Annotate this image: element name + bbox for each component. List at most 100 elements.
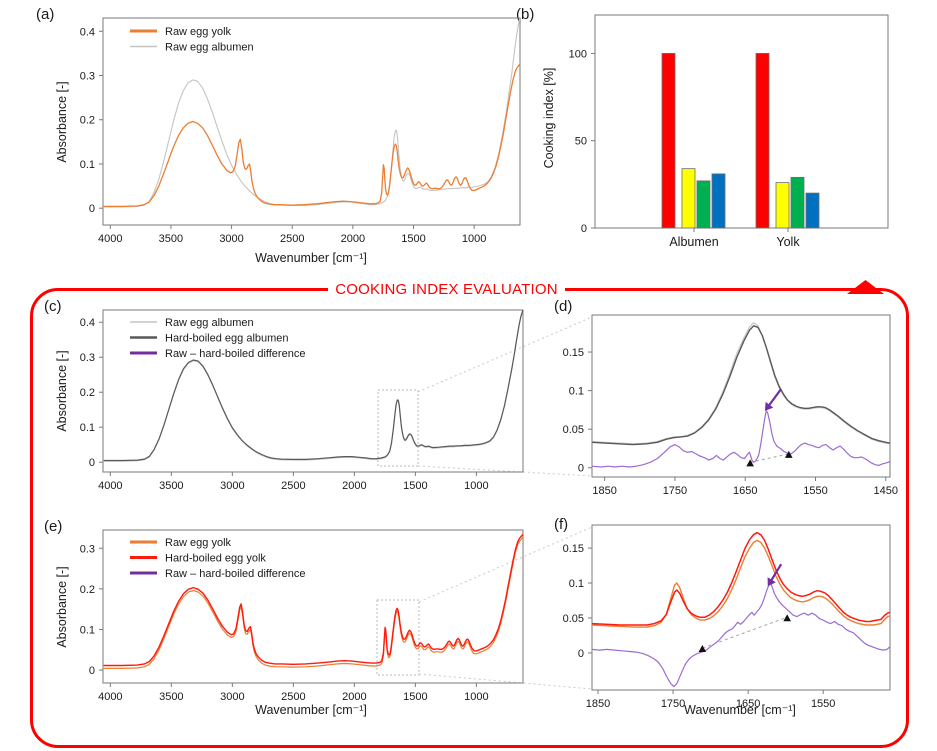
y-tick-label: 0.2	[80, 584, 95, 596]
legend-label: Raw – hard-boiled difference	[165, 348, 305, 360]
x-tick-label: 1750	[663, 485, 687, 497]
y-tick-label: 0.1	[80, 159, 95, 171]
category-label: Yolk	[776, 235, 800, 249]
y-tick-label: 0.1	[569, 578, 584, 590]
diff-peak-arrowhead	[764, 401, 774, 411]
series-lines	[103, 533, 523, 670]
diff-peak-arrow	[770, 563, 783, 581]
chart-f: 1850 1750 1650 1550 0 0.05 0.1 0.15 Wavenumber […	[563, 524, 891, 717]
x-tick-label: 3500	[159, 480, 183, 492]
x-axis-label: Wavenumber [cm⁻¹]	[255, 703, 367, 717]
y-tick-label: 0.4	[80, 26, 95, 38]
plot-frame	[591, 314, 891, 478]
legend-label: Raw egg albumen	[165, 42, 254, 54]
series-Hard-boiled egg yolk	[103, 533, 523, 667]
diff-peak-arrowhead	[767, 577, 776, 587]
axis-ticks: 1850 1750 1650 1550 0 0.05 0.1 0.15	[563, 543, 836, 710]
panel-label-f: (f)	[554, 516, 569, 533]
x-tick-label: 1850	[592, 485, 616, 497]
series-Raw egg yolk	[592, 539, 890, 628]
y-tick-label: 0	[578, 648, 584, 660]
chart-e: 4000 3500 3000 2500 2000 1500 1000 0 0.1 0.2 0.3 Wa…	[55, 529, 524, 717]
y-tick-label: 0	[89, 665, 95, 677]
x-tick-label: 2000	[341, 233, 365, 245]
x-tick-label: 2500	[280, 233, 304, 245]
y-tick-label: 0	[581, 223, 587, 235]
series-Raw – hard-boiled difference	[592, 582, 890, 688]
x-tick-label: 1550	[803, 485, 827, 497]
y-tick-label: 0.1	[569, 386, 584, 398]
axis-ticks: 1850 1750 1650 1550 1450 0 0.05 0.1 0.15	[563, 347, 898, 497]
y-tick-label: 0.2	[80, 115, 95, 127]
axis-ticks: 4000 3500 3000 2500 2000 1500 1000 0 0.1 0.2 0.3 0.…	[80, 26, 487, 245]
plot-frame	[102, 529, 524, 684]
x-axis-label: Wavenumber [cm⁻¹]	[255, 251, 367, 265]
y-tick-label: 0.05	[563, 613, 584, 625]
y-tick-label: 0.15	[563, 347, 584, 359]
plot-frame	[102, 309, 524, 473]
x-tick-label: 1500	[401, 233, 425, 245]
y-tick-label: 0.3	[80, 543, 95, 555]
legend-label: Hard-boiled egg albumen	[165, 333, 289, 345]
plot-frame	[594, 14, 889, 229]
legend: Raw egg yolk Raw egg albumen	[130, 26, 254, 54]
up-arrow-icon	[847, 280, 884, 294]
triangle-marker	[746, 459, 754, 467]
legend-label: Raw – hard-boiled difference	[165, 568, 305, 580]
plot-frame	[591, 524, 891, 691]
annotations	[698, 563, 791, 653]
chart-a: 4000 3500 3000 2500 2000 1500 1000 0 0.1 0.2 0.3 0.…	[55, 17, 521, 265]
series-Raw egg albumen	[592, 322, 890, 445]
y-tick-label: 0	[578, 463, 584, 475]
y-axis-label: Absorbance [-]	[55, 350, 69, 431]
series-Raw egg yolk	[103, 62, 520, 208]
triangle-marker	[783, 614, 791, 622]
zoom-connector-line	[418, 673, 593, 690]
triangle-marker	[784, 450, 793, 458]
panel-label-d: (d)	[554, 298, 573, 315]
chart-d: 1850 1750 1650 1550 1450 0 0.05 0.1 0.15	[563, 314, 898, 497]
bar-yellow-Yolk	[775, 182, 790, 229]
x-tick-label: 2000	[342, 691, 366, 703]
legend-label: Hard-boiled egg yolk	[165, 553, 266, 565]
y-tick-label: 0.4	[80, 317, 95, 329]
x-tick-label: 3500	[159, 233, 183, 245]
chart-b: 0 50 100 Cooking index [%] Albumen Yolk	[542, 14, 889, 249]
baseline-dash-line	[702, 616, 788, 649]
panel-label-b: (b)	[516, 6, 535, 23]
axis-ticks: 4000 3500 3000 2500 2000 1500 1000 0 0.1 0.2 0.3	[80, 543, 489, 703]
legend-label: Raw egg yolk	[165, 537, 232, 549]
bar-blue-Yolk	[805, 192, 820, 229]
x-tick-label: 3500	[159, 691, 183, 703]
x-tick-label: 1650	[733, 485, 757, 497]
bar-green-Albumen	[696, 180, 711, 229]
series-lines	[592, 322, 890, 468]
zoom-region-rect	[376, 599, 420, 676]
series-Hard-boiled egg albumen	[103, 310, 523, 462]
x-tick-label: 1550	[811, 698, 835, 710]
annotations	[746, 388, 793, 467]
x-tick-label: 1500	[403, 691, 427, 703]
y-tick-label: 100	[569, 48, 587, 60]
x-tick-label: 3000	[219, 233, 243, 245]
x-tick-label: 4000	[98, 233, 122, 245]
y-tick-label: 0.15	[563, 543, 584, 555]
chart-c: 4000 3500 3000 2500 2000 1500 1000 0 0.1 0.2 0.3 0.…	[55, 309, 524, 492]
panel-label-a: (a)	[36, 6, 55, 23]
x-tick-label: 4000	[98, 691, 122, 703]
axis-ticks: 4000 3500 3000 2500 2000 1500 1000 0 0.1 0.2 0.3 0.…	[80, 317, 489, 492]
series-Raw egg albumen	[103, 18, 520, 208]
series-Hard-boiled egg yolk	[592, 531, 890, 626]
y-axis-label: Absorbance [-]	[55, 566, 69, 647]
series-lines	[103, 18, 520, 208]
x-tick-label: 1750	[661, 698, 685, 710]
diff-peak-arrow	[768, 388, 782, 406]
x-tick-label: 2500	[281, 691, 305, 703]
series-Raw – hard-boiled difference	[592, 410, 890, 468]
x-tick-label: 3000	[220, 480, 244, 492]
series-lines	[592, 531, 890, 688]
legend-label: Raw egg yolk	[165, 26, 232, 38]
x-tick-label: 3000	[220, 691, 244, 703]
category-label: Albumen	[669, 235, 718, 249]
